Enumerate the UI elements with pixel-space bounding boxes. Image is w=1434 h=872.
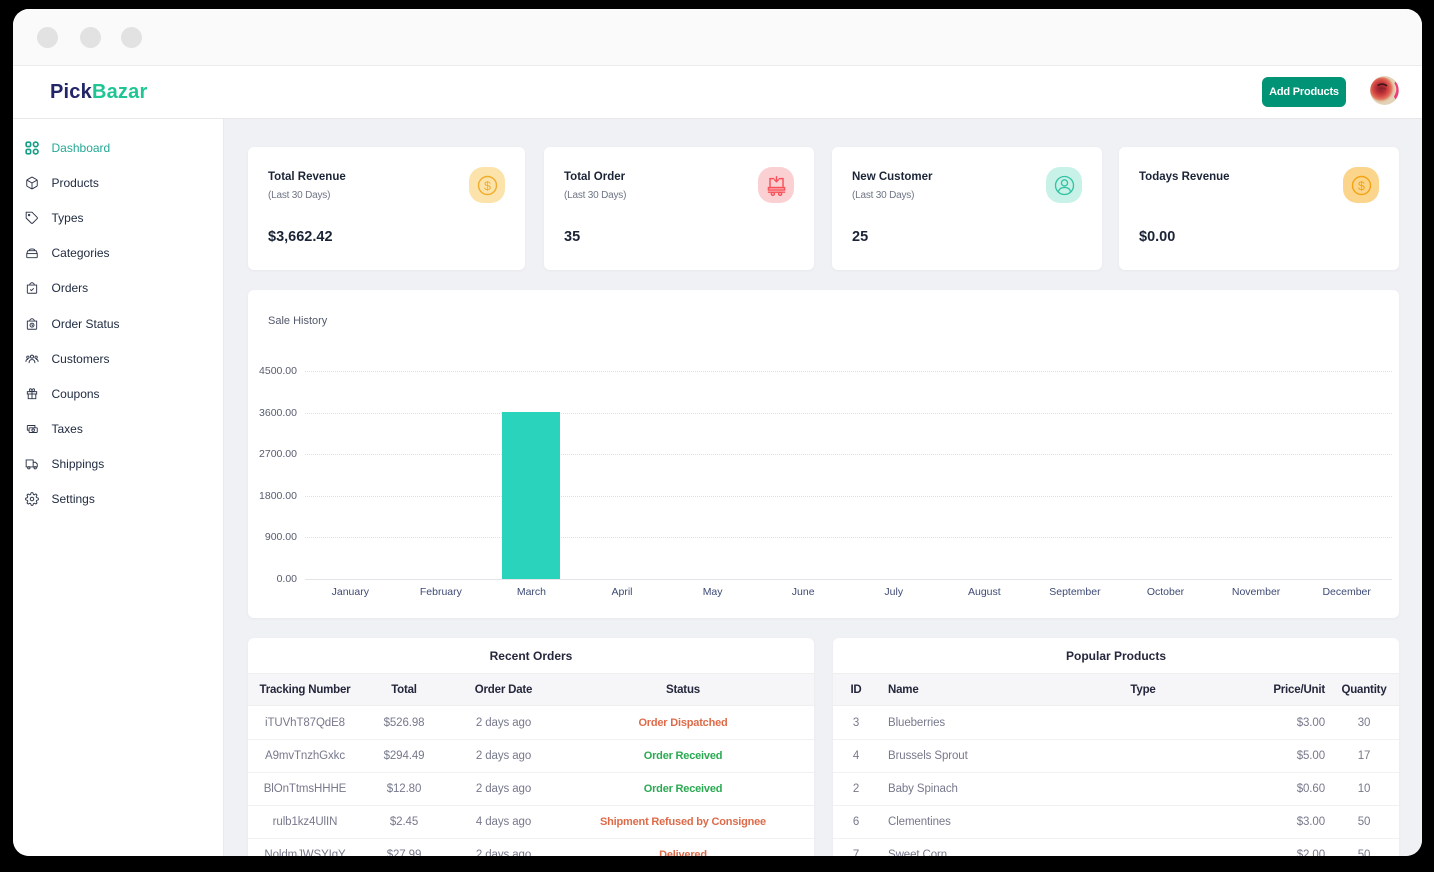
svg-text:$: $	[1358, 179, 1365, 193]
svg-text:$: $	[484, 179, 491, 193]
